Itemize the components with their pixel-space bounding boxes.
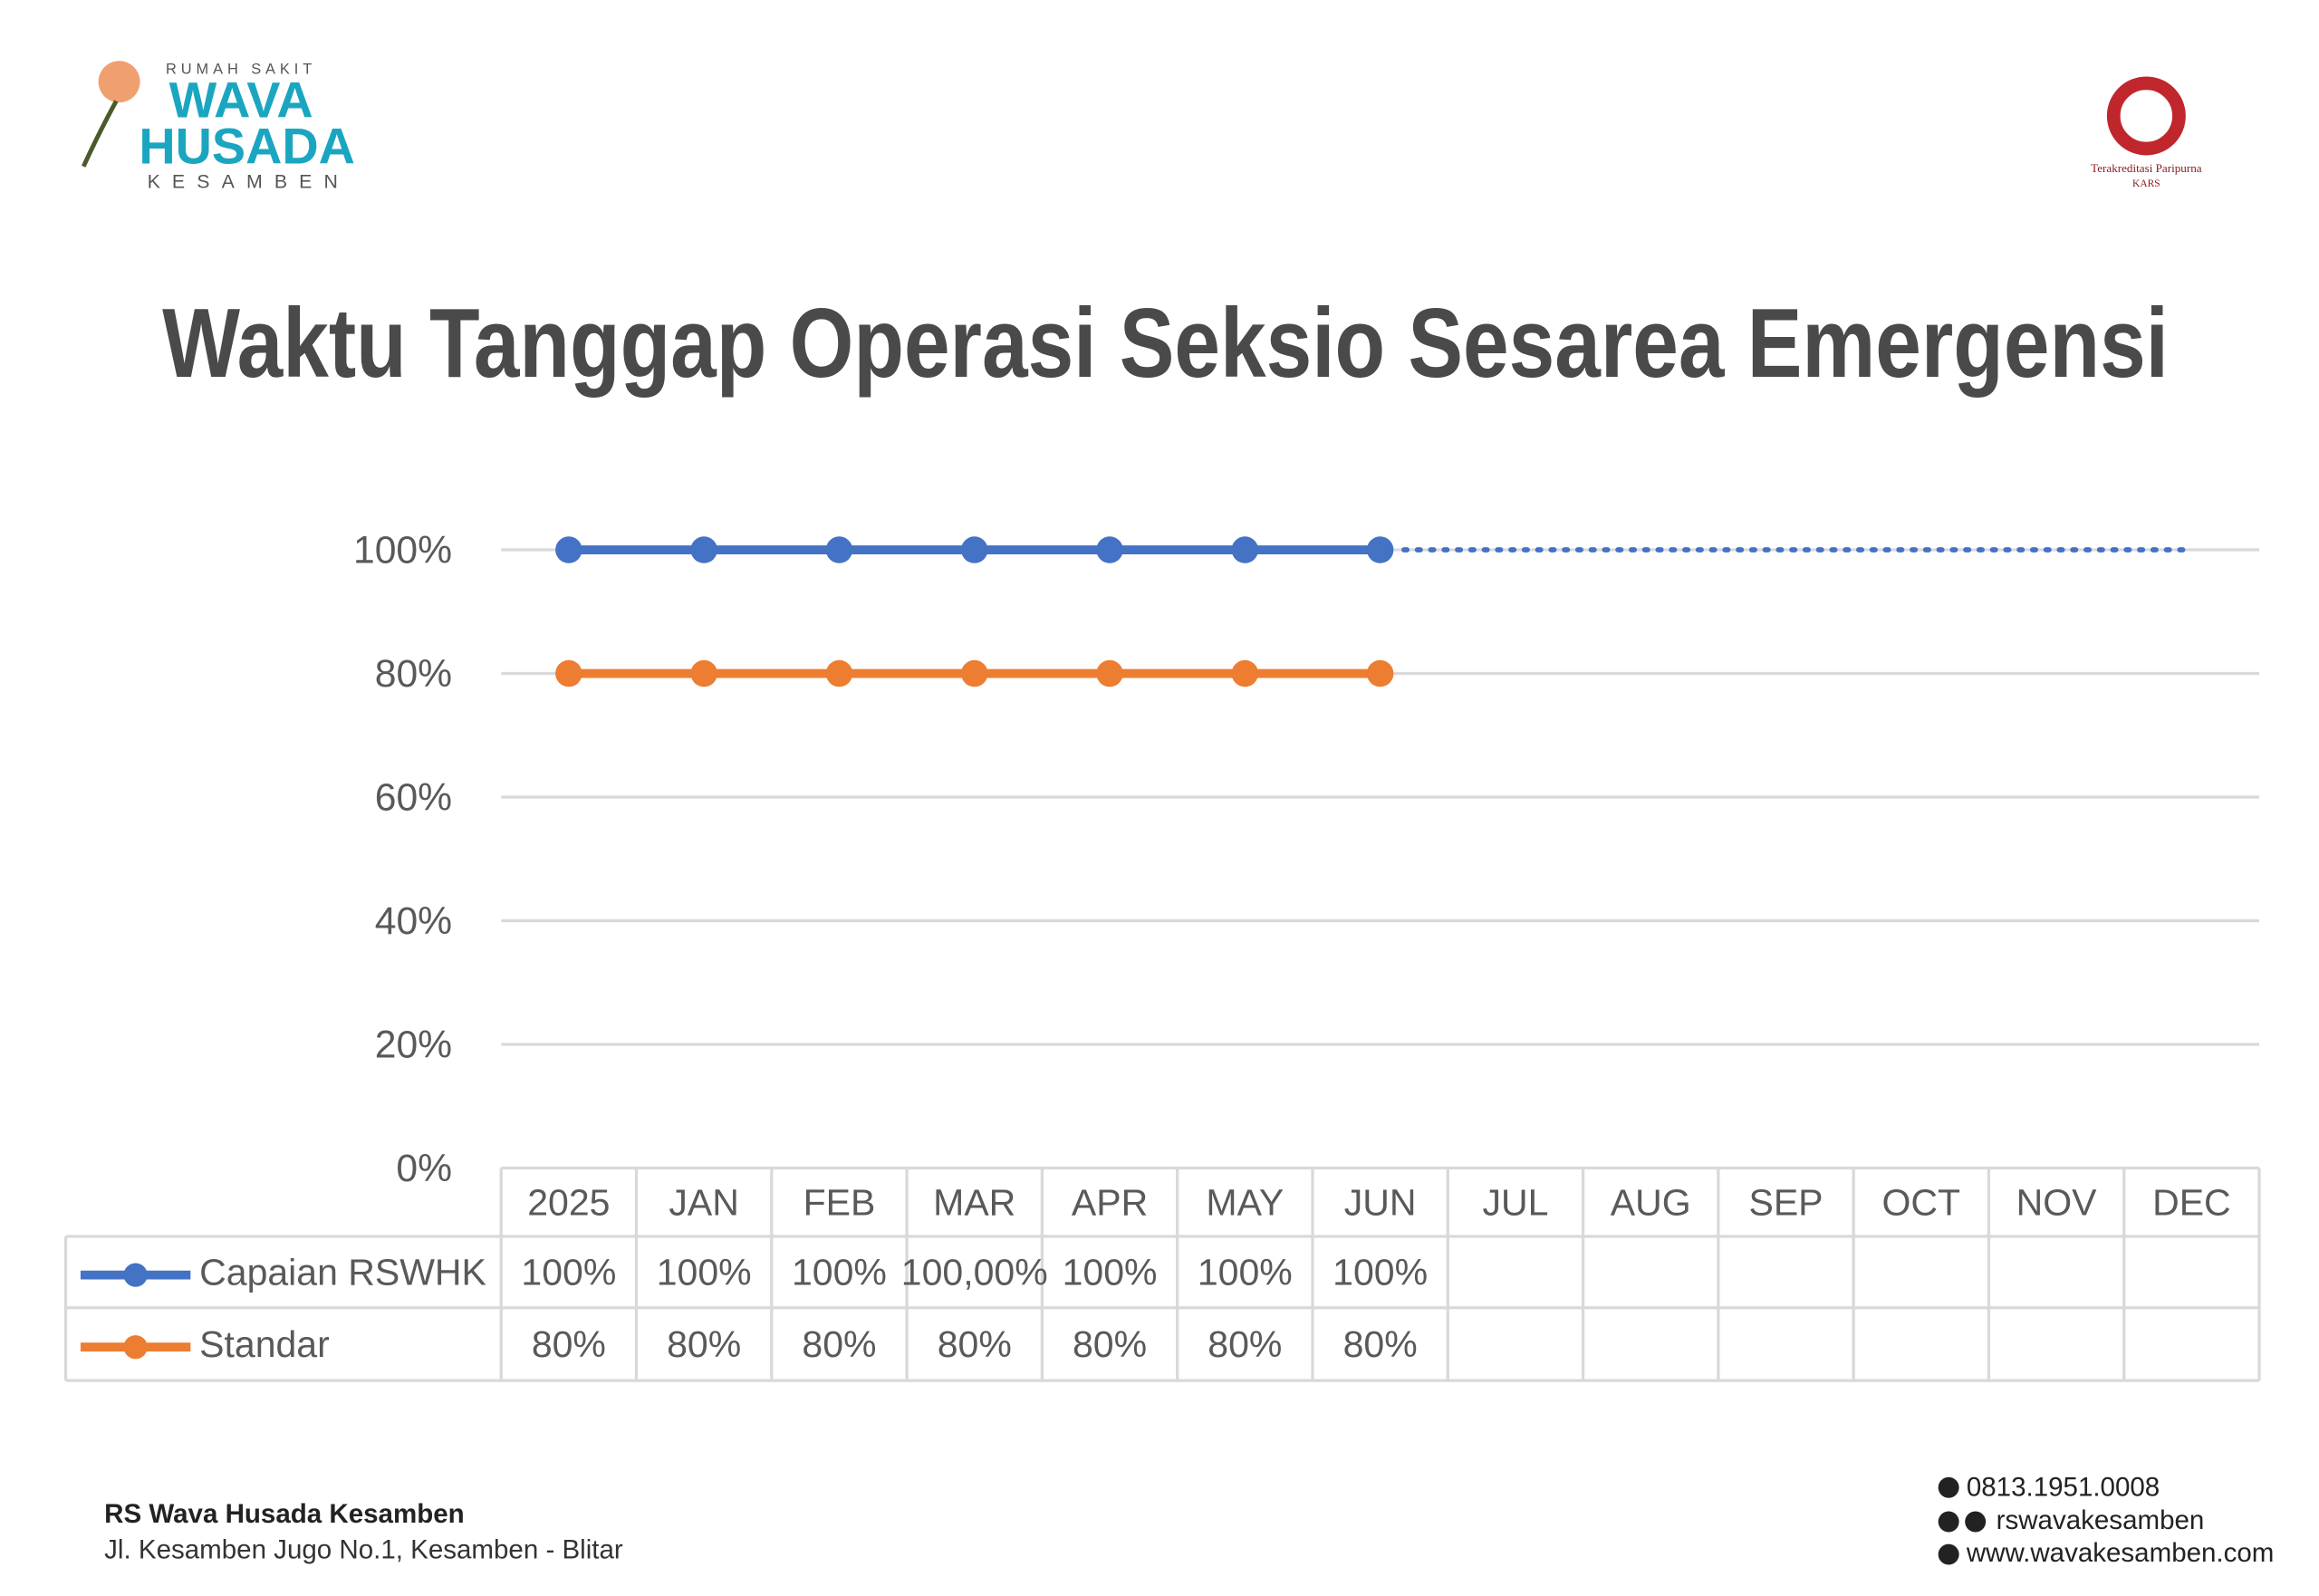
x-tick-label: JUL <box>1482 1181 1548 1223</box>
value-label: 100,00% <box>901 1251 1048 1293</box>
logo-top: RUMAH SAKIT <box>166 61 316 77</box>
value-label: 80% <box>938 1323 1012 1365</box>
logo: RUMAH SAKIT WAVA HUSADA KESAMBEN <box>81 61 355 192</box>
x-tick-label: NOV <box>2016 1181 2098 1223</box>
logo-line1: WAVA <box>169 72 313 129</box>
data-point <box>825 536 853 563</box>
logo-rose <box>98 61 140 103</box>
accreditation-emblem <box>2106 76 2186 156</box>
y-tick-label: 100% <box>353 529 452 572</box>
x-tick-label: MAY <box>1206 1181 1284 1223</box>
chart-title: Waktu Tanggap Operasi Seksio Sesarea Eme… <box>162 288 2169 398</box>
facebook-icon <box>1938 1511 1959 1533</box>
data-point <box>1231 659 1259 687</box>
value-label: 80% <box>532 1323 606 1365</box>
data-point <box>690 536 717 563</box>
value-label: 100% <box>1333 1251 1428 1293</box>
data-point <box>1366 659 1394 687</box>
data-point <box>555 536 582 563</box>
data-point <box>960 659 988 687</box>
value-label: 100% <box>657 1251 752 1293</box>
y-tick-label: 0% <box>396 1147 452 1190</box>
y-tick-label: 40% <box>375 899 452 943</box>
legend-marker <box>123 1335 148 1360</box>
data-point <box>960 536 988 563</box>
logo-stem <box>81 100 119 168</box>
x-tick-label: APR <box>1072 1181 1148 1223</box>
value-label: 100% <box>1063 1251 1158 1293</box>
legend-label: Standar <box>199 1323 330 1365</box>
data-point <box>1096 659 1123 687</box>
data-point <box>1366 536 1394 563</box>
value-label: 80% <box>1343 1323 1418 1365</box>
data-point <box>690 659 717 687</box>
legend-marker <box>123 1263 148 1287</box>
footer-address: Jl. Kesamben Jugo No.1, Kesamben - Blita… <box>104 1535 623 1565</box>
data-point <box>825 659 853 687</box>
logo-bottom: KESAMBEN <box>148 170 350 192</box>
x-tick-label: MAR <box>933 1181 1015 1223</box>
footer-phone: 0813.1951.0008 <box>1967 1473 2160 1503</box>
accreditation: Terakreditasi Paripurna KARS <box>2091 76 2202 189</box>
x-tick-label: JAN <box>669 1181 738 1223</box>
x-tick-label: SEP <box>1748 1181 1823 1223</box>
x-tick-label: DEC <box>2152 1181 2231 1223</box>
x-tick-label: OCT <box>1882 1181 1961 1223</box>
data-point <box>1096 536 1123 563</box>
x-tick-label: JUN <box>1344 1181 1417 1223</box>
footer: RS Wava Husada Kesamben Jl. Kesamben Jug… <box>104 1473 2274 1568</box>
y-tick-label: 20% <box>375 1024 452 1067</box>
x-tick-label: 2025 <box>527 1181 610 1223</box>
accreditation-line1: Terakreditasi Paripurna <box>2091 161 2202 175</box>
chart: 0% 20% 40% 60% 80% 100% 2025 JAN FEB MAR APR MAY JUN… <box>63 529 2261 1382</box>
value-label: 80% <box>802 1323 876 1365</box>
value-label: 100% <box>1198 1251 1293 1293</box>
web-icon <box>1938 1543 1959 1565</box>
value-label: 80% <box>1073 1323 1147 1365</box>
value-label: 100% <box>792 1251 887 1293</box>
phone-icon <box>1938 1476 1959 1498</box>
footer-website: www.wavakesamben.com <box>1966 1538 2275 1568</box>
logo-line2: HUSADA <box>139 118 355 174</box>
data-point <box>555 659 582 687</box>
footer-social: rswavakesamben <box>1997 1505 2205 1535</box>
x-tick-label: FEB <box>803 1181 876 1223</box>
footer-name: RS Wava Husada Kesamben <box>104 1499 465 1529</box>
legend-label: Capaian RSWHK <box>199 1251 486 1293</box>
value-label: 80% <box>667 1323 741 1365</box>
data-point <box>1231 536 1259 563</box>
y-tick-label: 60% <box>375 776 452 820</box>
accreditation-line2: KARS <box>2132 178 2160 189</box>
value-label: 100% <box>521 1251 616 1293</box>
instagram-icon <box>1965 1511 1987 1533</box>
x-tick-label: AUG <box>1611 1181 1691 1223</box>
value-label: 80% <box>1208 1323 1282 1365</box>
y-tick-label: 80% <box>375 652 452 696</box>
